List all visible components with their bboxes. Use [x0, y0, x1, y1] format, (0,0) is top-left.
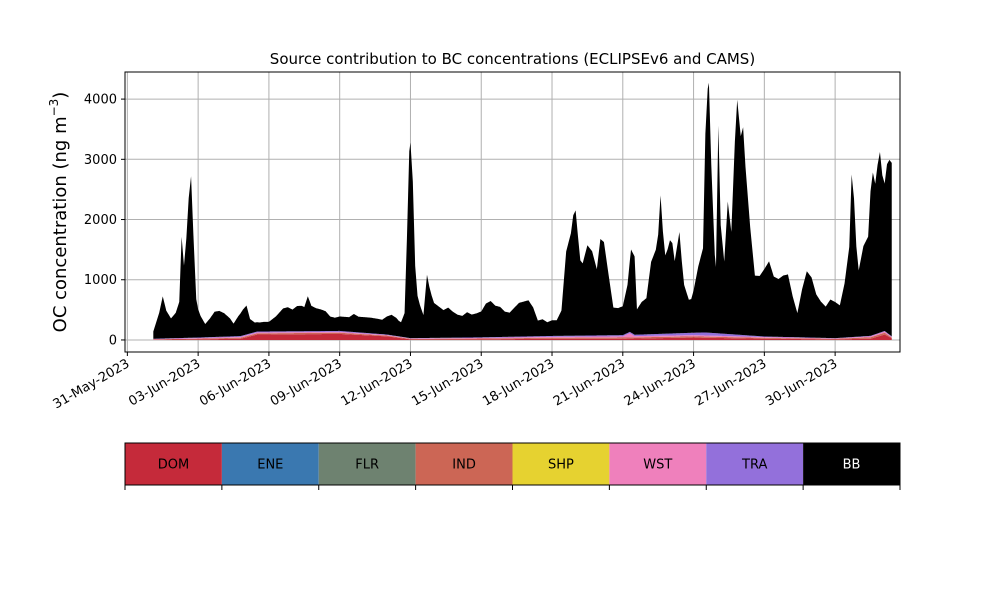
- y-axis-label-sup: −3: [47, 99, 61, 117]
- y-axis: 0 1000 2000 3000 4000: [84, 93, 125, 348]
- x-tick-label: 03-Jun-2023: [126, 356, 203, 409]
- legend-label-ind: IND: [452, 458, 476, 473]
- y-tick-label: 0: [109, 333, 117, 348]
- legend-label-ene: ENE: [257, 458, 283, 473]
- y-axis-label-main: OC concentration (ng m: [50, 116, 71, 332]
- legend-swatch-shp: [512, 443, 610, 485]
- x-tick-label: 06-Jun-2023: [197, 356, 274, 409]
- y-tick-label: 1000: [84, 273, 117, 288]
- x-tick-label: 09-Jun-2023: [268, 356, 345, 409]
- area-series-bb: [153, 82, 892, 339]
- legend-swatch-bb: [803, 443, 900, 485]
- legend-swatch-tra: [706, 443, 804, 485]
- y-tick-label: 2000: [84, 213, 117, 228]
- area-layer: [153, 82, 892, 340]
- x-tick-label: 27-Jun-2023: [693, 356, 770, 409]
- y-tick-label: 4000: [84, 93, 117, 108]
- legend-label-flr: FLR: [355, 458, 379, 473]
- x-tick-label: 15-Jun-2023: [409, 356, 486, 409]
- chart-title: Source contribution to BC concentrations…: [270, 50, 755, 68]
- legend-label-shp: SHP: [548, 458, 574, 473]
- legend-label-tra: TRA: [741, 458, 767, 473]
- legend-colorbar: DOM ENE FLR IND SHP WST TRA BB: [124, 442, 901, 490]
- area-series-tra: [153, 330, 892, 340]
- plot-frame: [124, 71, 901, 353]
- y-tick-label: 3000: [84, 153, 117, 168]
- legend-label-bb: BB: [843, 458, 861, 473]
- y-axis-label: OC concentration (ng m−3): [47, 92, 71, 333]
- legend-swatch-ind: [415, 443, 513, 485]
- x-tick-label: 18-Jun-2023: [480, 356, 557, 409]
- legend-swatch-flr: [318, 443, 416, 485]
- x-tick-label: 30-Jun-2023: [763, 356, 840, 409]
- x-tick-label: 12-Jun-2023: [339, 356, 416, 409]
- x-tick-label: 31-May-2023: [51, 356, 133, 412]
- x-axis: 31-May-202303-Jun-202306-Jun-202309-Jun-…: [51, 352, 840, 412]
- legend-swatch-wst: [609, 443, 707, 485]
- area-series-ind: [153, 332, 892, 340]
- legend-swatch-ene: [221, 443, 319, 485]
- legend-swatch-dom: [125, 443, 222, 485]
- area-series-wst: [153, 331, 892, 340]
- legend-label-wst: WST: [643, 458, 672, 473]
- x-tick-label: 21-Jun-2023: [551, 356, 628, 409]
- legend-label-dom: DOM: [158, 458, 189, 473]
- x-tick-label: 24-Jun-2023: [622, 356, 699, 409]
- area-series-dom: [153, 333, 892, 340]
- y-axis-label-end: ): [50, 92, 71, 99]
